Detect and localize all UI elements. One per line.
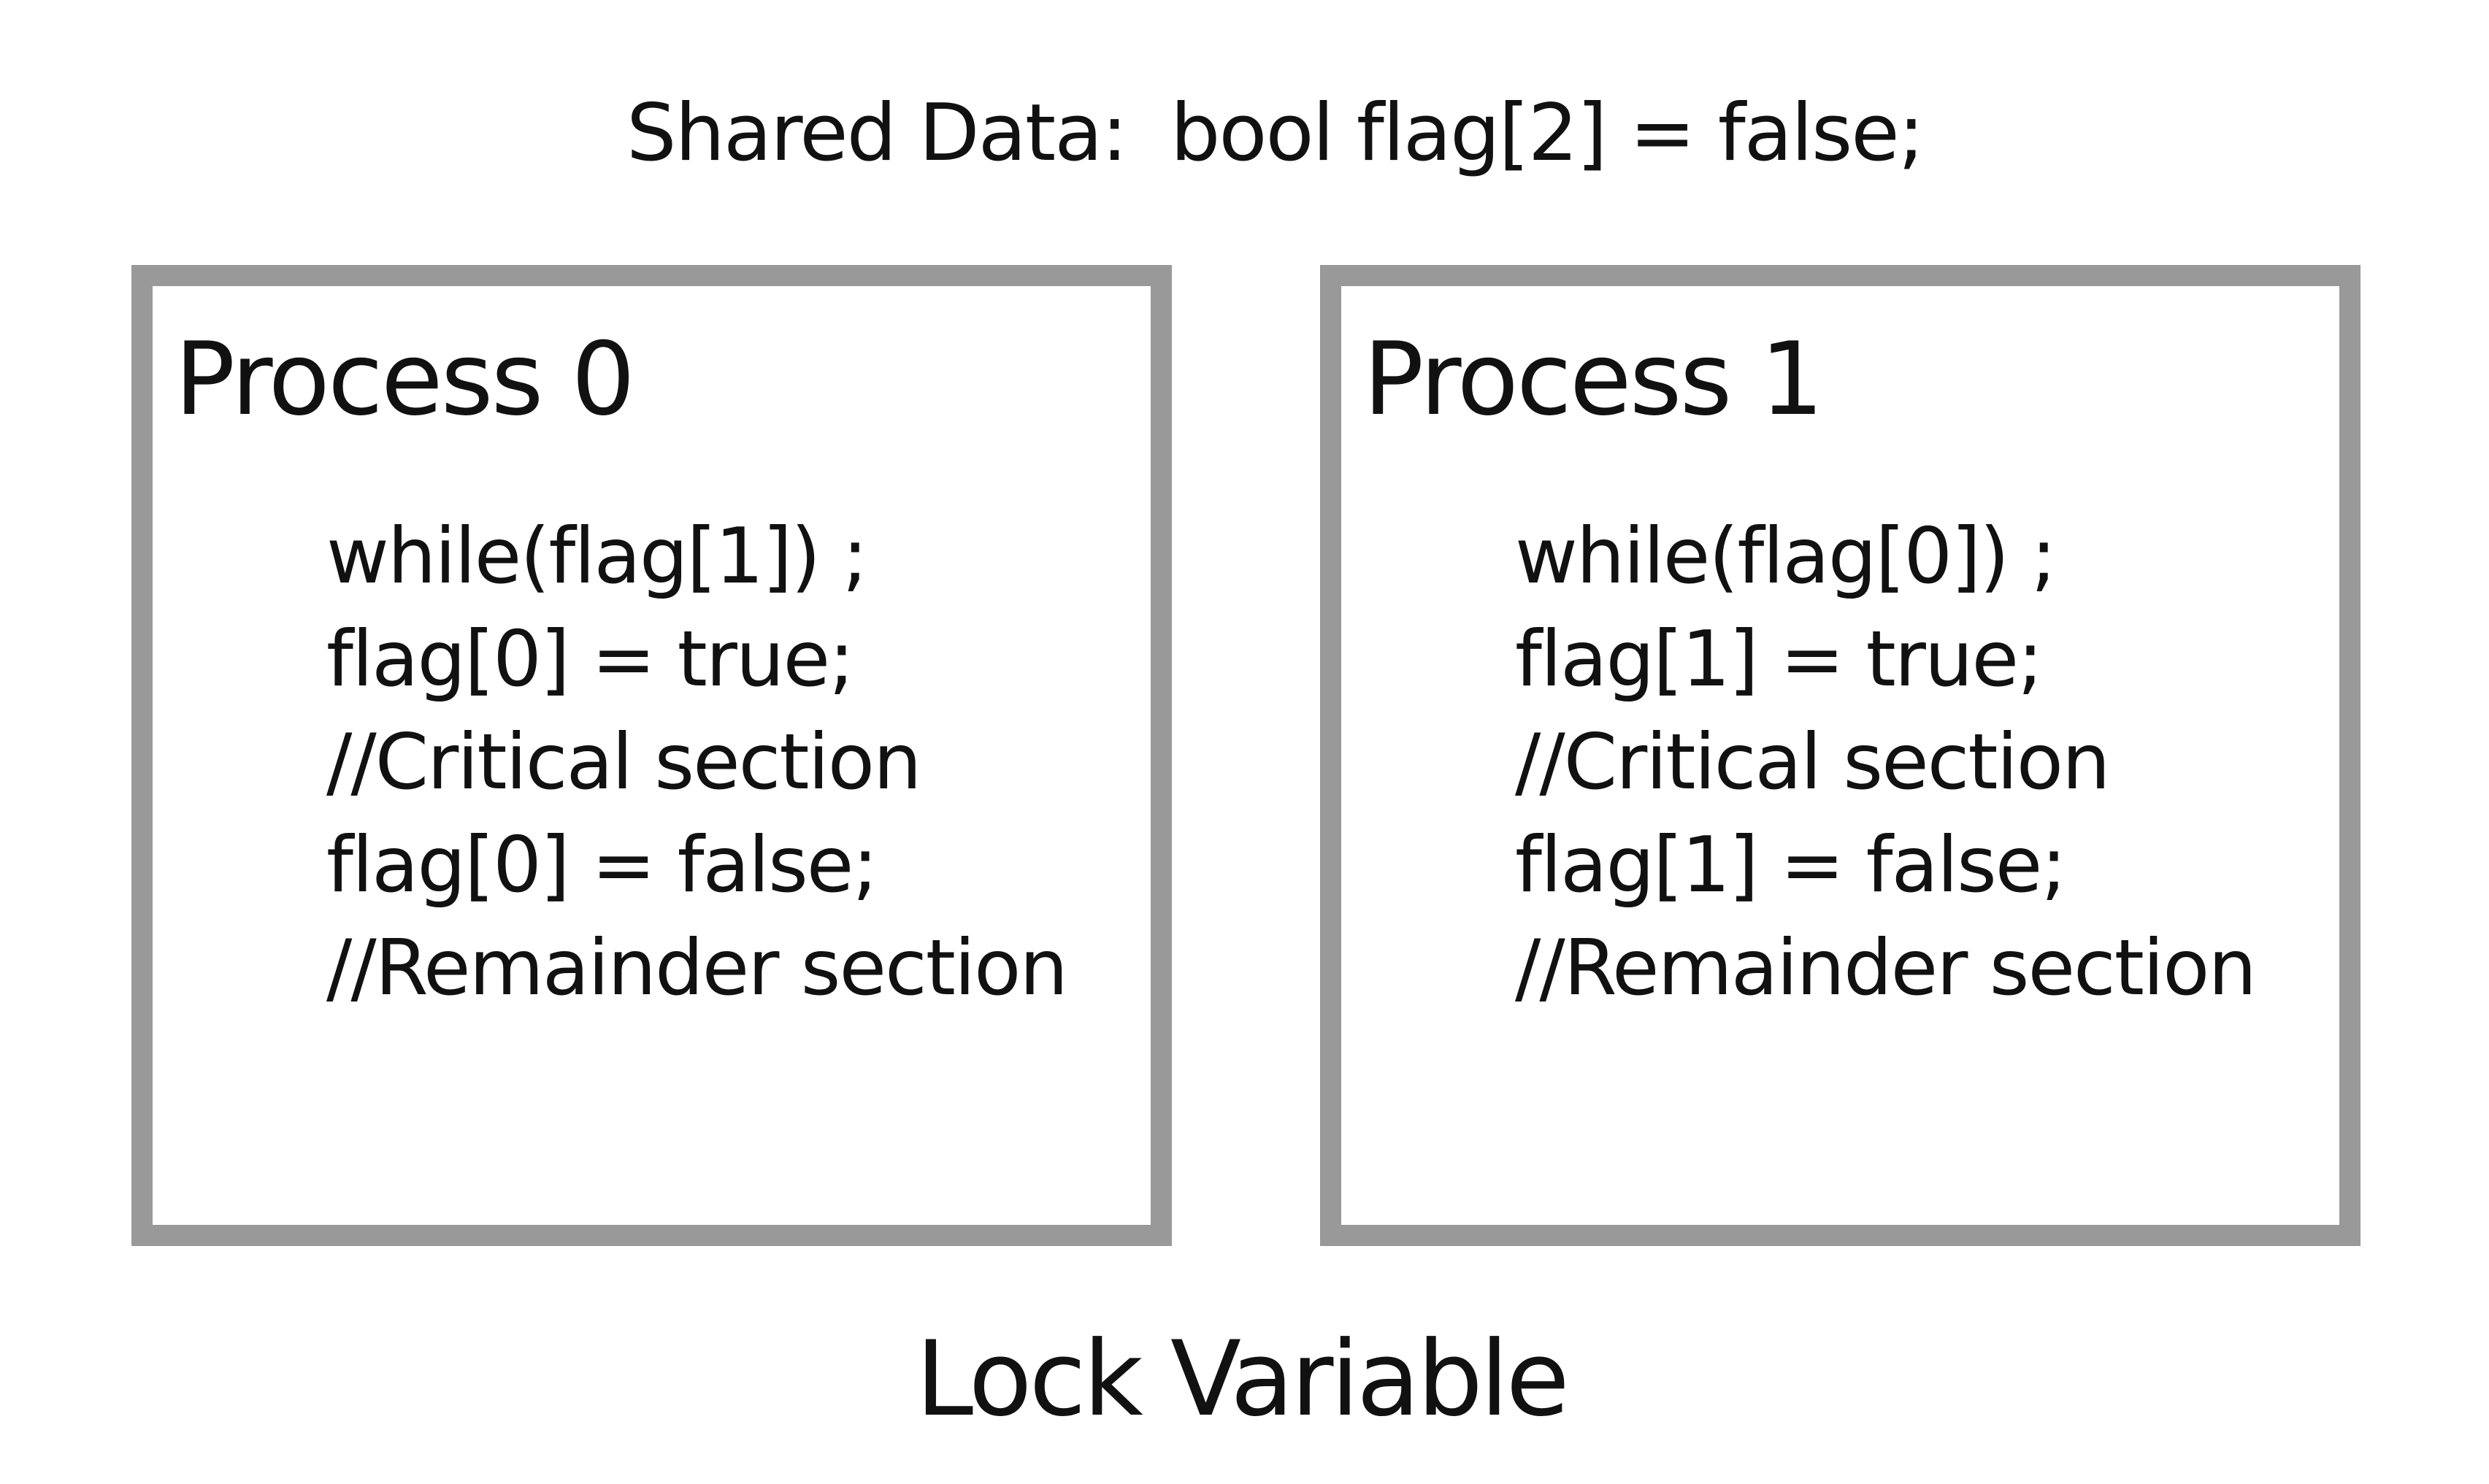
process-0-code-line: //Critical section (326, 718, 922, 807)
process-1-code-line: //Critical section (1515, 718, 2111, 807)
process-1-code-line: flag[1] = true; (1515, 615, 2043, 704)
diagram-title: Lock Variable (916, 1319, 1570, 1439)
process-0-code-line: while(flag[1]) ; (326, 512, 868, 601)
shared-data-label: Shared Data: (626, 88, 1128, 179)
shared-data-header: Shared Data: bool flag[2] = false; (626, 82, 1925, 185)
process-0-code-line: flag[0] = false; (326, 820, 878, 910)
process-1-box: Process 1 while(flag[0]) ; flag[1] = tru… (1320, 265, 2360, 1246)
process-0-title: Process 0 (175, 320, 635, 438)
process-1-code-line: flag[1] = false; (1515, 820, 2067, 910)
process-1-title: Process 1 (1363, 320, 1824, 438)
process-0-box: Process 0 while(flag[1]) ; flag[0] = tru… (131, 265, 1172, 1246)
process-0-code-line: //Remainder section (326, 923, 1068, 1012)
shared-data-declaration: bool flag[2] = false; (1170, 88, 1925, 179)
process-1-code-line: //Remainder section (1515, 923, 2257, 1012)
process-0-code: while(flag[1]) ; flag[0] = true; //Criti… (326, 505, 1068, 1020)
process-0-code-line: flag[0] = true; (326, 615, 854, 704)
process-1-code-line: while(flag[0]) ; (1515, 512, 2057, 601)
process-1-code: while(flag[0]) ; flag[1] = true; //Criti… (1515, 505, 2257, 1020)
